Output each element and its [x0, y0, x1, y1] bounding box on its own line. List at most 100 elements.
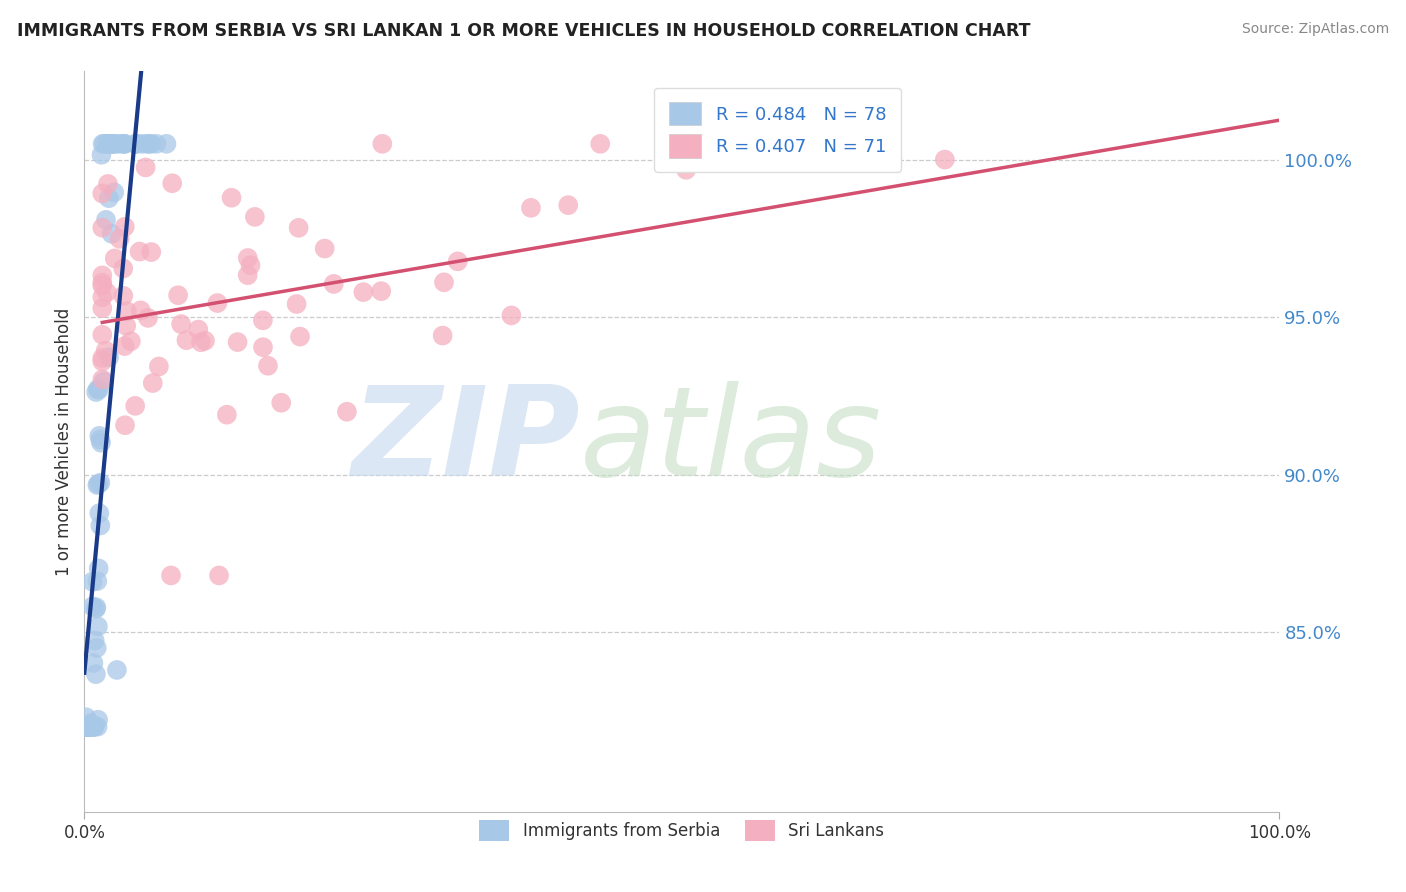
Point: [352, 285, 374, 299]
Point: [93, 136, 115, 151]
Point: [89, 433, 111, 447]
Point: [91, 327, 114, 342]
Point: [215, 408, 238, 422]
Point: [98, 136, 121, 151]
Point: [76, 720, 98, 734]
Point: [194, 334, 217, 348]
Point: [80, 720, 103, 734]
Point: [557, 198, 579, 212]
Point: [77, 720, 100, 734]
Point: [432, 328, 454, 343]
Point: [108, 232, 131, 246]
Point: [187, 322, 209, 336]
Point: [136, 310, 159, 325]
Point: [87, 561, 110, 575]
Point: [236, 251, 259, 265]
Point: [520, 201, 543, 215]
Point: [155, 136, 177, 151]
Point: [287, 220, 309, 235]
Point: [86, 640, 108, 655]
Point: [94, 343, 117, 358]
Point: [76, 720, 98, 734]
Point: [96, 136, 118, 151]
Point: [91, 268, 114, 283]
Point: [84, 602, 107, 616]
Point: [93, 375, 115, 389]
Point: [80, 720, 103, 734]
Point: [336, 405, 359, 419]
Point: [138, 136, 160, 151]
Point: [86, 720, 108, 734]
Point: [589, 136, 612, 151]
Point: [83, 720, 105, 734]
Point: [82, 574, 104, 589]
Point: [91, 220, 114, 235]
Point: [135, 161, 157, 175]
Text: atlas: atlas: [581, 381, 883, 502]
Point: [252, 340, 274, 354]
Point: [89, 518, 111, 533]
Point: [148, 359, 170, 374]
Legend: Immigrants from Serbia, Sri Lankans: Immigrants from Serbia, Sri Lankans: [472, 814, 891, 847]
Point: [141, 136, 163, 151]
Point: [84, 385, 107, 400]
Point: [207, 296, 229, 310]
Point: [104, 136, 127, 151]
Point: [934, 153, 956, 167]
Point: [105, 663, 128, 677]
Point: [226, 335, 249, 350]
Point: [124, 399, 146, 413]
Point: [98, 351, 121, 365]
Point: [270, 395, 292, 409]
Point: [433, 275, 456, 289]
Point: [83, 720, 105, 734]
Point: [252, 313, 274, 327]
Text: Source: ZipAtlas.com: Source: ZipAtlas.com: [1241, 22, 1389, 37]
Point: [675, 162, 697, 177]
Point: [114, 418, 136, 433]
Point: [141, 245, 163, 260]
Point: [103, 136, 125, 151]
Point: [160, 176, 183, 190]
Point: [80, 716, 103, 731]
Point: [100, 227, 122, 241]
Point: [84, 667, 107, 681]
Point: [257, 359, 280, 373]
Point: [190, 335, 212, 350]
Point: [87, 477, 110, 491]
Point: [145, 136, 167, 151]
Point: [91, 136, 114, 151]
Point: [120, 334, 142, 349]
Point: [83, 633, 105, 648]
Point: [170, 317, 193, 331]
Point: [75, 720, 97, 734]
Point: [76, 720, 98, 734]
Y-axis label: 1 or more Vehicles in Household: 1 or more Vehicles in Household: [55, 308, 73, 575]
Point: [89, 429, 111, 443]
Point: [501, 309, 523, 323]
Point: [103, 136, 125, 151]
Point: [75, 720, 97, 734]
Point: [371, 136, 394, 151]
Point: [314, 242, 336, 256]
Point: [103, 186, 125, 200]
Point: [112, 136, 135, 151]
Point: [142, 376, 165, 390]
Point: [96, 285, 118, 300]
Point: [86, 478, 108, 492]
Point: [91, 354, 114, 368]
Point: [79, 720, 101, 734]
Point: [91, 276, 114, 290]
Point: [160, 568, 183, 582]
Point: [91, 351, 114, 365]
Point: [101, 136, 124, 151]
Point: [288, 329, 311, 343]
Point: [82, 656, 104, 670]
Point: [221, 191, 243, 205]
Point: [176, 333, 198, 347]
Point: [112, 289, 135, 303]
Point: [91, 301, 114, 316]
Point: [75, 720, 97, 734]
Point: [75, 720, 97, 734]
Point: [239, 258, 262, 272]
